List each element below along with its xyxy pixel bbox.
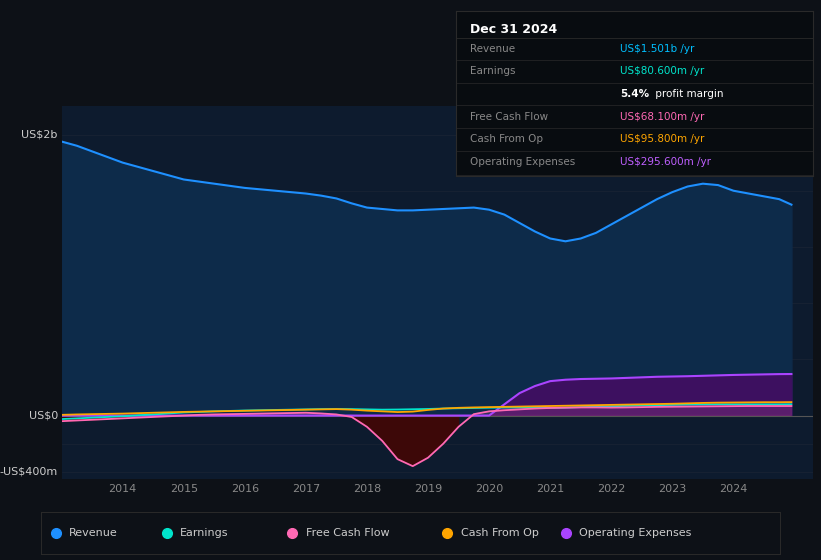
Text: US$2b: US$2b xyxy=(21,129,57,139)
Text: Revenue: Revenue xyxy=(470,44,515,54)
Text: Operating Expenses: Operating Expenses xyxy=(470,157,576,167)
Text: Earnings: Earnings xyxy=(470,67,516,77)
Text: Revenue: Revenue xyxy=(69,529,118,538)
Text: Cash From Op: Cash From Op xyxy=(461,529,539,538)
Text: US$95.800m /yr: US$95.800m /yr xyxy=(620,134,704,144)
Text: 5.4%: 5.4% xyxy=(620,89,649,99)
Text: US$80.600m /yr: US$80.600m /yr xyxy=(620,67,704,77)
Text: US$0: US$0 xyxy=(29,410,57,421)
Text: Earnings: Earnings xyxy=(180,529,228,538)
Text: Dec 31 2024: Dec 31 2024 xyxy=(470,23,557,36)
Text: -US$400m: -US$400m xyxy=(0,467,57,477)
Text: US$68.100m /yr: US$68.100m /yr xyxy=(620,111,704,122)
Text: Cash From Op: Cash From Op xyxy=(470,134,543,144)
Text: Free Cash Flow: Free Cash Flow xyxy=(305,529,389,538)
Text: US$1.501b /yr: US$1.501b /yr xyxy=(620,44,695,54)
Text: US$295.600m /yr: US$295.600m /yr xyxy=(620,157,711,167)
Text: profit margin: profit margin xyxy=(652,89,723,99)
Text: Operating Expenses: Operating Expenses xyxy=(579,529,691,538)
Text: Free Cash Flow: Free Cash Flow xyxy=(470,111,548,122)
